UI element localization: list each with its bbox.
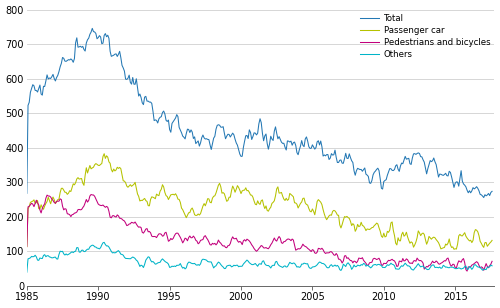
- Passenger car: [24, 245, 30, 249]
- Passenger car: [433, 238, 439, 241]
- Total: [433, 163, 439, 166]
- Others: [396, 267, 402, 271]
- Total: [468, 191, 473, 195]
- Others: [302, 262, 308, 265]
- Others: [101, 241, 107, 244]
- Line: Others: Others: [27, 242, 492, 272]
- Pedestrians and bicycles: [24, 245, 30, 248]
- Line: Passenger car: Passenger car: [27, 154, 492, 249]
- Passenger car: [489, 238, 495, 242]
- Others: [24, 270, 30, 274]
- Pedestrians and bicycles: [464, 269, 470, 273]
- Total: [90, 26, 96, 30]
- Total: [396, 169, 402, 173]
- Total: [306, 145, 312, 148]
- Pedestrians and bicycles: [433, 259, 439, 263]
- Pedestrians and bicycles: [469, 263, 475, 267]
- Passenger car: [451, 247, 457, 251]
- Line: Total: Total: [27, 28, 492, 197]
- Passenger car: [396, 239, 402, 243]
- Pedestrians and bicycles: [302, 245, 308, 248]
- Total: [401, 158, 407, 162]
- Passenger car: [401, 234, 407, 238]
- Passenger car: [306, 207, 312, 210]
- Others: [468, 265, 473, 269]
- Total: [302, 137, 308, 141]
- Total: [480, 196, 486, 199]
- Pedestrians and bicycles: [396, 259, 402, 263]
- Pedestrians and bicycles: [401, 259, 407, 263]
- Passenger car: [469, 241, 475, 245]
- Others: [433, 265, 439, 269]
- Pedestrians and bicycles: [88, 192, 94, 196]
- Pedestrians and bicycles: [489, 259, 495, 263]
- Passenger car: [302, 201, 308, 205]
- Pedestrians and bicycles: [306, 247, 312, 251]
- Others: [401, 263, 407, 267]
- Total: [489, 189, 495, 193]
- Total: [24, 192, 30, 195]
- Others: [306, 265, 312, 269]
- Legend: Total, Passenger car, Pedestrians and bicycles, Others: Total, Passenger car, Pedestrians and bi…: [360, 14, 490, 59]
- Line: Pedestrians and bicycles: Pedestrians and bicycles: [27, 194, 492, 271]
- Passenger car: [101, 152, 107, 156]
- Others: [489, 264, 495, 268]
